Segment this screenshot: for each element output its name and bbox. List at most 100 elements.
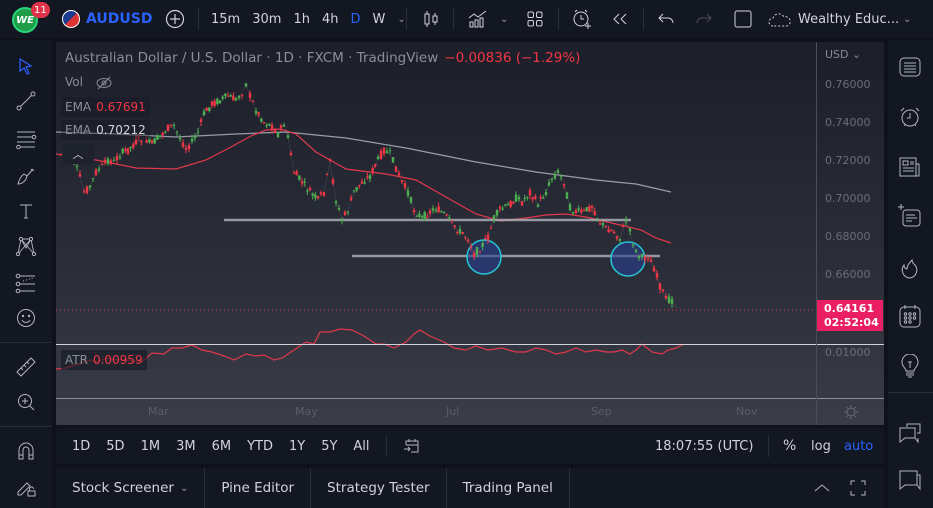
emoji-tool[interactable]	[13, 305, 39, 331]
fullscreen-toggle-button[interactable]	[732, 0, 754, 38]
maximize-panel-button[interactable]	[848, 478, 868, 498]
messages-button[interactable]	[897, 467, 923, 493]
tab-stock-screener[interactable]: Stock Screener ⌄	[56, 468, 206, 508]
fib-tool[interactable]	[13, 126, 39, 152]
auto-scale-toggle[interactable]: auto	[844, 438, 874, 454]
range-3m[interactable]: 3M	[176, 438, 196, 454]
account-dropdown-chevron-icon[interactable]: ⌄	[903, 13, 912, 25]
bar-countdown: 02:52:04	[824, 316, 879, 329]
tab-strategy-tester[interactable]: Strategy Tester	[311, 468, 447, 508]
ema-slow-legend[interactable]: EMA 0.70212	[61, 120, 150, 140]
range-all[interactable]: All	[353, 438, 370, 454]
flame-icon	[901, 258, 918, 279]
chevron-up-icon: ︿	[72, 148, 84, 161]
trendline-tool[interactable]	[13, 88, 39, 114]
range-1d[interactable]: 1D	[72, 438, 91, 454]
interval-d[interactable]: D	[350, 11, 361, 27]
account-name: Wealthy Educ...	[798, 11, 900, 27]
brush-tool[interactable]	[13, 163, 39, 189]
measure-tool[interactable]	[13, 354, 39, 380]
alarm-clock-icon	[900, 107, 920, 127]
range-6m[interactable]: 6M	[211, 438, 232, 454]
range-5d[interactable]: 5D	[106, 438, 125, 454]
layout-save-menu[interactable]: Wealthy Educ...	[768, 0, 899, 38]
candlesticks	[60, 83, 677, 309]
pattern-tool[interactable]	[13, 233, 39, 259]
interval-4h[interactable]: 4h	[321, 11, 339, 27]
price-axis[interactable]: USD ⌄ 0.76000 0.74000 0.72000 0.70000 0.…	[816, 42, 884, 425]
interval-15m[interactable]: 15m	[211, 11, 241, 27]
range-5y[interactable]: 5Y	[321, 438, 338, 454]
clock-time[interactable]: 18:07:55 (UTC)	[655, 438, 754, 454]
layout-button[interactable]	[524, 0, 546, 38]
newspaper-icon	[899, 157, 920, 177]
chart-settings-button[interactable]	[817, 398, 884, 425]
chevron-down-icon: ⌄	[179, 482, 189, 494]
atr-legend[interactable]: ATR 0.00959	[61, 350, 147, 370]
pane-separator[interactable]	[56, 344, 884, 345]
ideas-button[interactable]	[897, 354, 923, 380]
interval-dropdown-chevron-icon[interactable]: ⌄	[397, 13, 406, 25]
interval-30m[interactable]: 30m	[252, 11, 282, 27]
time-label: Nov	[736, 405, 758, 418]
goto-date-button[interactable]	[395, 437, 429, 455]
chats-button[interactable]	[897, 420, 923, 446]
data-window-button[interactable]	[897, 203, 923, 229]
eye-hidden-icon[interactable]	[95, 76, 113, 90]
range-1m[interactable]: 1M	[140, 438, 161, 454]
indicators-button[interactable]	[466, 0, 490, 38]
watchlist-button[interactable]	[897, 54, 923, 80]
interval-w[interactable]: W	[372, 11, 386, 27]
prediction-tool[interactable]	[13, 270, 39, 296]
indicators-icon	[468, 10, 487, 28]
replay-button[interactable]	[609, 0, 631, 38]
lock-drawings-tool[interactable]	[13, 474, 39, 500]
pattern-icon	[15, 236, 37, 257]
text-tool[interactable]	[13, 198, 39, 224]
text-icon	[20, 204, 32, 219]
news-button[interactable]	[897, 154, 923, 180]
chevron-up-icon	[814, 484, 830, 492]
collapse-legend-button[interactable]: ︿	[62, 144, 94, 164]
time-axis[interactable]: Mar May Jul Sep Nov	[56, 398, 816, 425]
magnet-tool[interactable]	[13, 438, 39, 464]
price-label: 0.70000	[825, 192, 871, 205]
tab-trading-panel[interactable]: Trading Panel	[447, 468, 570, 508]
cursor-arrow-icon	[19, 57, 33, 75]
atr-value: 0.00959	[92, 353, 143, 367]
log-scale-toggle[interactable]: log	[811, 438, 831, 454]
right-widget-bar	[888, 40, 933, 508]
zoom-in-tool[interactable]	[13, 389, 39, 415]
message-icon	[899, 470, 921, 491]
hotlists-button[interactable]	[897, 256, 923, 282]
chart-type-button[interactable]	[420, 0, 442, 38]
grid-layout-icon	[527, 11, 543, 27]
list-icon	[899, 57, 921, 77]
cursor-tool[interactable]	[13, 53, 39, 79]
create-alert-button[interactable]	[570, 0, 594, 38]
price-label: 0.68000	[825, 230, 871, 243]
indicators-dropdown-chevron-icon[interactable]: ⌄	[500, 13, 509, 25]
currency-selector[interactable]: USD ⌄	[825, 48, 862, 61]
percent-scale-toggle[interactable]: %	[783, 438, 797, 454]
time-label: Mar	[148, 405, 169, 418]
range-ytd[interactable]: YTD	[247, 438, 273, 454]
alerts-button[interactable]	[897, 104, 923, 130]
magnet-icon	[18, 442, 34, 460]
expand-panel-button[interactable]	[812, 478, 832, 498]
undo-button[interactable]	[655, 0, 677, 38]
range-1y[interactable]: 1Y	[288, 438, 306, 454]
interval-1h[interactable]: 1h	[293, 11, 310, 27]
ema-fast-legend[interactable]: EMA 0.67691	[61, 97, 150, 117]
tab-pine-editor[interactable]: Pine Editor	[205, 468, 312, 508]
notification-badge: 11	[31, 2, 50, 18]
atr-axis-label: 0.01000	[825, 346, 871, 359]
add-symbol-button[interactable]	[163, 0, 187, 38]
rewind-icon	[613, 13, 627, 25]
volume-indicator-legend[interactable]: Vol	[61, 72, 117, 93]
calendar-button[interactable]	[897, 303, 923, 329]
redo-button[interactable]	[693, 0, 715, 38]
symbol-search[interactable]: AUDUSD	[62, 0, 152, 38]
last-price-tag: 0.64161 02:52:04	[817, 300, 883, 331]
chart-canvas[interactable]: Australian Dollar / U.S. Dollar · 1D · F…	[56, 42, 884, 425]
